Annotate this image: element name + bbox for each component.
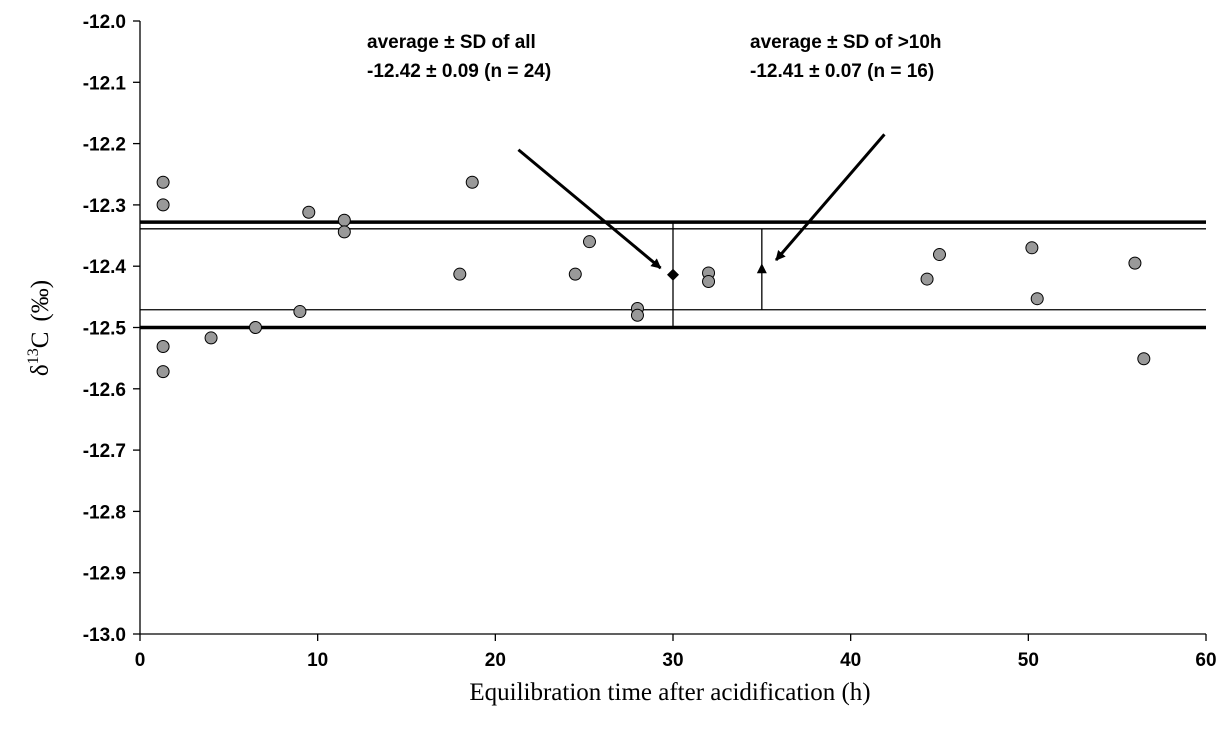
average-all-marker xyxy=(667,268,679,281)
data-point xyxy=(156,175,170,189)
data-point xyxy=(465,175,479,189)
data-point xyxy=(933,248,946,262)
data-points xyxy=(156,175,1151,379)
y-tick-label: -13.0 xyxy=(83,625,126,646)
y-tick-label: -12.3 xyxy=(83,196,126,217)
x-tick-label: 50 xyxy=(1018,650,1039,671)
data-point xyxy=(1030,292,1044,306)
x-tick-label: 0 xyxy=(135,650,146,671)
annotation-value: -12.41 ± 0.07 (n = 16) xyxy=(750,61,934,82)
y-tick-label: -12.8 xyxy=(83,502,126,523)
y-tick-label: -12.5 xyxy=(83,319,127,340)
average-over-10h-marker xyxy=(756,263,767,274)
annotation-arrow xyxy=(774,133,886,262)
data-point xyxy=(156,365,170,379)
data-point xyxy=(293,305,307,319)
data-point xyxy=(337,213,351,227)
annotation-value: -12.42 ± 0.09 (n = 24) xyxy=(367,61,551,82)
y-tick-label: -12.4 xyxy=(83,257,127,278)
data-point xyxy=(1128,256,1142,270)
y-tick-label: -12.1 xyxy=(83,73,127,94)
annotation-arrow xyxy=(517,148,662,270)
axes: -12.0 -12.1 -12.2 -12.3 -12.4 -12.5 -12.6 -12.7… xyxy=(83,12,1217,671)
x-tick-label: 40 xyxy=(840,650,861,671)
x-tick-label: 30 xyxy=(662,650,683,671)
data-point xyxy=(1137,352,1151,366)
x-tick-label: 10 xyxy=(307,650,328,671)
data-point xyxy=(248,321,262,334)
data-point xyxy=(702,275,716,289)
y-axis-title: δ13C(‰) xyxy=(25,280,54,376)
data-point xyxy=(630,308,644,322)
y-tick-label: -12.9 xyxy=(83,564,126,585)
x-tick-label: 20 xyxy=(485,650,506,671)
data-point xyxy=(337,225,351,239)
y-tick-label: -12.6 xyxy=(83,380,126,401)
y-tick-label: -12.7 xyxy=(83,441,126,462)
data-point xyxy=(156,340,170,354)
data-point xyxy=(204,331,218,345)
data-point xyxy=(453,267,467,281)
annotation-title: average ± SD of all xyxy=(367,32,536,53)
data-point xyxy=(302,205,316,219)
data-point xyxy=(920,272,934,286)
x-tick-label: 60 xyxy=(1195,650,1216,671)
x-axis-title: Equilibration time after acidification (… xyxy=(469,679,870,706)
y-tick-label: -12.0 xyxy=(83,12,126,33)
data-point xyxy=(568,267,582,281)
summary-points xyxy=(667,222,767,327)
annotations: average ± SD of all -12.42 ± 0.09 (n = 24… xyxy=(367,32,942,270)
data-point xyxy=(582,235,596,249)
annotation-title: average ± SD of >10h xyxy=(750,32,942,53)
axis-titles: Equilibration time after acidification (… xyxy=(25,280,871,706)
y-tick-label: -12.2 xyxy=(83,135,126,156)
data-point xyxy=(1025,241,1039,255)
data-point xyxy=(156,198,170,212)
